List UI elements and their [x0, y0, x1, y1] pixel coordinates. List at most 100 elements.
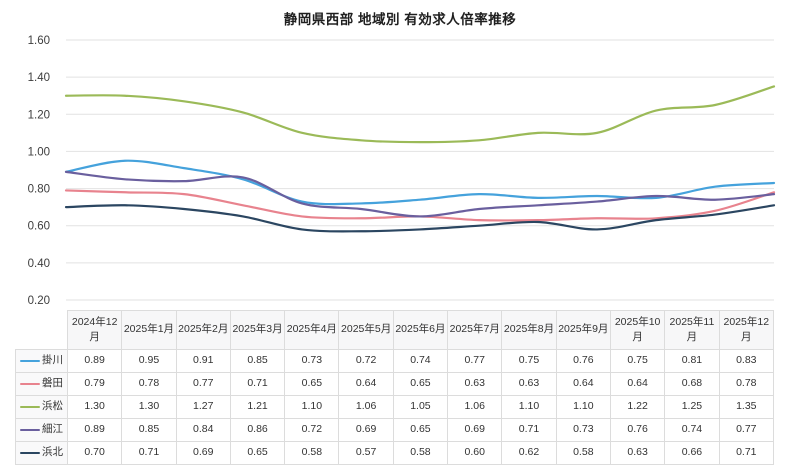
series-label-cell: 掛川: [15, 349, 68, 373]
column-header: 2025年11月: [664, 310, 720, 350]
value-cell: 0.78: [718, 372, 775, 396]
value-cell: 0.85: [229, 349, 286, 373]
table-row: 浜松 1.30 1.30 1.27 1.21 1.10 1.06 1.05 1.06 1.10 1.…: [15, 395, 775, 419]
value-cell: 0.71: [121, 441, 177, 465]
y-tick-label: 0.80: [28, 184, 50, 196]
value-cell: 0.64: [555, 372, 611, 396]
column-header: 2025年7月: [447, 310, 503, 350]
value-cell: 0.77: [718, 418, 775, 442]
value-cell: 0.89: [66, 418, 123, 442]
value-cell: 1.30: [121, 395, 177, 419]
value-cell: 0.58: [392, 441, 449, 465]
column-header: 2025年8月: [501, 310, 557, 350]
value-cell: 0.69: [175, 441, 231, 465]
value-cell: 0.72: [284, 418, 340, 442]
column-header: 2025年1月: [121, 310, 177, 350]
series-label-cell: 磐田: [15, 372, 68, 396]
value-cell: 0.75: [501, 349, 557, 373]
y-tick-label: 1.40: [28, 72, 50, 84]
value-cell: 0.72: [338, 349, 394, 373]
y-tick-label: 1.60: [28, 35, 50, 47]
value-cell: 0.69: [447, 418, 503, 442]
series-label-cell: 浜松: [15, 395, 68, 419]
y-tick-label: 0.60: [28, 221, 50, 233]
value-cell: 0.74: [664, 418, 720, 442]
table-row: 浜北 0.70 0.71 0.69 0.65 0.58 0.57 0.58 0.60 0.62 0.…: [15, 441, 775, 465]
value-cell: 0.77: [175, 372, 231, 396]
value-cell: 0.68: [664, 372, 720, 396]
value-cell: 0.69: [338, 418, 394, 442]
column-header: 2025年5月: [338, 310, 394, 350]
value-cell: 0.73: [555, 418, 611, 442]
value-cell: 1.35: [718, 395, 775, 419]
series-label-cell: 細江: [15, 418, 68, 442]
column-header: 2025年4月: [284, 310, 340, 350]
column-header: 2025年3月: [229, 310, 286, 350]
column-header: 2024年12月: [66, 310, 123, 350]
value-cell: 0.81: [664, 349, 720, 373]
value-cell: 0.83: [718, 349, 775, 373]
series-line-3: [64, 170, 776, 218]
value-cell: 0.91: [175, 349, 231, 373]
value-cell: 0.85: [121, 418, 177, 442]
value-cell: 0.58: [284, 441, 340, 465]
value-cell: 0.76: [609, 418, 666, 442]
series-label: 浜松: [42, 400, 63, 413]
value-cell: 1.10: [284, 395, 340, 419]
value-cell: 0.95: [121, 349, 177, 373]
y-tick-label: 1.20: [28, 109, 50, 121]
gridlines: [66, 39, 774, 301]
series-label: 細江: [42, 423, 63, 436]
value-cell: 0.89: [66, 349, 123, 373]
value-cell: 1.27: [175, 395, 231, 419]
value-cell: 0.71: [501, 418, 557, 442]
table-header-row: 2024年12月 2025年1月 2025年2月 2025年3月 2025年4月 2025…: [16, 310, 775, 350]
value-cell: 0.64: [338, 372, 394, 396]
table-row: 掛川 0.89 0.95 0.91 0.85 0.73 0.72 0.74 0.77 0.75 0.…: [15, 349, 775, 373]
value-cell: 0.58: [555, 441, 611, 465]
series-label: 浜北: [42, 446, 63, 459]
value-cell: 0.71: [718, 441, 775, 465]
table-row: 細江 0.89 0.85 0.84 0.86 0.72 0.69 0.65 0.69 0.71 0.…: [15, 418, 775, 442]
value-cell: 0.63: [501, 372, 557, 396]
value-cell: 0.65: [392, 418, 449, 442]
value-cell: 0.86: [229, 418, 286, 442]
value-cell: 0.71: [229, 372, 286, 396]
column-header: 2025年9月: [555, 310, 611, 350]
column-header: 2025年12月: [718, 310, 775, 350]
legend-line-icon: [20, 451, 40, 455]
value-cell: 0.73: [284, 349, 340, 373]
value-cell: 0.84: [175, 418, 231, 442]
value-cell: 0.79: [66, 372, 123, 396]
value-cell: 0.74: [392, 349, 449, 373]
column-header: 2025年6月: [392, 310, 449, 350]
value-cell: 0.78: [121, 372, 177, 396]
value-cell: 1.30: [66, 395, 123, 419]
value-cell: 0.60: [447, 441, 503, 465]
value-cell: 0.65: [392, 372, 449, 396]
value-cell: 1.05: [392, 395, 449, 419]
value-cell: 1.10: [501, 395, 557, 419]
value-cell: 0.66: [664, 441, 720, 465]
value-cell: 0.65: [284, 372, 340, 396]
table-row: 磐田 0.79 0.78 0.77 0.71 0.65 0.64 0.65 0.63 0.63 0.…: [15, 372, 775, 396]
series-line-2: [64, 85, 776, 144]
series-line-4: [64, 204, 776, 233]
value-cell: 0.70: [66, 441, 123, 465]
value-cell: 0.63: [447, 372, 503, 396]
value-cell: 1.21: [229, 395, 286, 419]
value-cell: 0.62: [501, 441, 557, 465]
series-line-0: [64, 159, 776, 206]
value-cell: 0.76: [555, 349, 611, 373]
column-header: 2025年10月: [609, 310, 666, 350]
y-tick-label: 0.40: [28, 258, 50, 270]
table-corner-cell: [16, 311, 68, 350]
y-axis-labels: 1.60 1.40 1.20 1.00 0.80 0.60 0.40 0.20: [28, 35, 50, 307]
value-cell: 0.77: [447, 349, 503, 373]
value-cell: 0.64: [609, 372, 666, 396]
value-cell: 1.06: [447, 395, 503, 419]
value-cell: 0.63: [609, 441, 666, 465]
value-cell: 0.75: [609, 349, 666, 373]
value-cell: 0.57: [338, 441, 394, 465]
